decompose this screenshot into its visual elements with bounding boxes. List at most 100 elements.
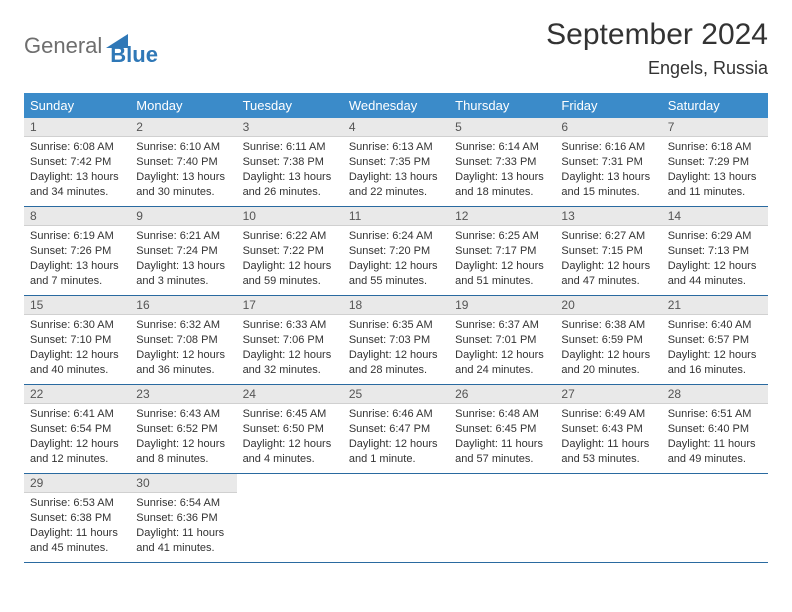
day-day2: and 59 minutes. — [243, 274, 337, 289]
day-day1: Daylight: 11 hours — [136, 526, 230, 541]
day-sunrise: Sunrise: 6:24 AM — [349, 229, 443, 244]
day-details: Sunrise: 6:54 AMSunset: 6:36 PMDaylight:… — [130, 493, 236, 559]
day-sunset: Sunset: 7:24 PM — [136, 244, 230, 259]
calendar-cell: 5Sunrise: 6:14 AMSunset: 7:33 PMDaylight… — [449, 118, 555, 207]
title-block: September 2024 Engels, Russia — [546, 18, 768, 79]
day-day1: Daylight: 11 hours — [455, 437, 549, 452]
header-row: General Blue September 2024 Engels, Russ… — [24, 18, 768, 79]
day-number: 6 — [555, 118, 661, 137]
day-sunset: Sunset: 6:43 PM — [561, 422, 655, 437]
weekday-header: Thursday — [449, 93, 555, 118]
day-day1: Daylight: 13 hours — [30, 259, 124, 274]
day-sunset: Sunset: 6:54 PM — [30, 422, 124, 437]
day-details: Sunrise: 6:51 AMSunset: 6:40 PMDaylight:… — [662, 404, 768, 470]
day-sunrise: Sunrise: 6:11 AM — [243, 140, 337, 155]
calendar-cell: 1Sunrise: 6:08 AMSunset: 7:42 PMDaylight… — [24, 118, 130, 207]
calendar-cell: 23Sunrise: 6:43 AMSunset: 6:52 PMDayligh… — [130, 385, 236, 474]
day-number: 23 — [130, 385, 236, 404]
day-details: Sunrise: 6:37 AMSunset: 7:01 PMDaylight:… — [449, 315, 555, 381]
day-sunrise: Sunrise: 6:43 AM — [136, 407, 230, 422]
calendar-cell: 29Sunrise: 6:53 AMSunset: 6:38 PMDayligh… — [24, 474, 130, 563]
day-day2: and 44 minutes. — [668, 274, 762, 289]
day-sunrise: Sunrise: 6:45 AM — [243, 407, 337, 422]
day-day1: Daylight: 11 hours — [561, 437, 655, 452]
day-day2: and 34 minutes. — [30, 185, 124, 200]
day-day1: Daylight: 13 hours — [243, 170, 337, 185]
day-number: 14 — [662, 207, 768, 226]
day-details: Sunrise: 6:43 AMSunset: 6:52 PMDaylight:… — [130, 404, 236, 470]
day-sunset: Sunset: 6:57 PM — [668, 333, 762, 348]
calendar-cell: 4Sunrise: 6:13 AMSunset: 7:35 PMDaylight… — [343, 118, 449, 207]
day-sunrise: Sunrise: 6:19 AM — [30, 229, 124, 244]
weekday-header: Friday — [555, 93, 661, 118]
day-sunrise: Sunrise: 6:54 AM — [136, 496, 230, 511]
day-day2: and 11 minutes. — [668, 185, 762, 200]
day-number: 7 — [662, 118, 768, 137]
weekday-header: Tuesday — [237, 93, 343, 118]
day-sunrise: Sunrise: 6:35 AM — [349, 318, 443, 333]
day-details: Sunrise: 6:29 AMSunset: 7:13 PMDaylight:… — [662, 226, 768, 292]
day-day2: and 30 minutes. — [136, 185, 230, 200]
day-day1: Daylight: 12 hours — [243, 348, 337, 363]
calendar-cell: 28Sunrise: 6:51 AMSunset: 6:40 PMDayligh… — [662, 385, 768, 474]
day-details: Sunrise: 6:24 AMSunset: 7:20 PMDaylight:… — [343, 226, 449, 292]
calendar-body: 1Sunrise: 6:08 AMSunset: 7:42 PMDaylight… — [24, 118, 768, 563]
day-number: 12 — [449, 207, 555, 226]
day-number: 25 — [343, 385, 449, 404]
day-sunset: Sunset: 7:22 PM — [243, 244, 337, 259]
calendar-table: Sunday Monday Tuesday Wednesday Thursday… — [24, 93, 768, 563]
day-sunset: Sunset: 7:42 PM — [30, 155, 124, 170]
calendar-cell: 21Sunrise: 6:40 AMSunset: 6:57 PMDayligh… — [662, 296, 768, 385]
day-sunset: Sunset: 7:26 PM — [30, 244, 124, 259]
day-day1: Daylight: 12 hours — [243, 437, 337, 452]
calendar-cell: 16Sunrise: 6:32 AMSunset: 7:08 PMDayligh… — [130, 296, 236, 385]
day-details: Sunrise: 6:18 AMSunset: 7:29 PMDaylight:… — [662, 137, 768, 203]
calendar-cell: 17Sunrise: 6:33 AMSunset: 7:06 PMDayligh… — [237, 296, 343, 385]
day-day2: and 12 minutes. — [30, 452, 124, 467]
calendar-cell: 8 Sunrise: 6:19 AMSunset: 7:26 PMDaylight… — [24, 207, 130, 296]
day-sunset: Sunset: 7:17 PM — [455, 244, 549, 259]
day-day2: and 3 minutes. — [136, 274, 230, 289]
day-sunset: Sunset: 7:33 PM — [455, 155, 549, 170]
day-details: Sunrise: 6:45 AMSunset: 6:50 PMDaylight:… — [237, 404, 343, 470]
day-sunset: Sunset: 7:01 PM — [455, 333, 549, 348]
day-day2: and 51 minutes. — [455, 274, 549, 289]
day-number: 8 — [24, 207, 130, 226]
day-sunset: Sunset: 7:40 PM — [136, 155, 230, 170]
day-day2: and 7 minutes. — [30, 274, 124, 289]
day-day2: and 49 minutes. — [668, 452, 762, 467]
day-sunrise: Sunrise: 6:51 AM — [668, 407, 762, 422]
day-details: Sunrise: 6:40 AMSunset: 6:57 PMDaylight:… — [662, 315, 768, 381]
day-day1: Daylight: 12 hours — [349, 259, 443, 274]
day-day1: Daylight: 12 hours — [136, 348, 230, 363]
day-day1: Daylight: 13 hours — [136, 170, 230, 185]
day-details: Sunrise: 6:38 AMSunset: 6:59 PMDaylight:… — [555, 315, 661, 381]
day-sunset: Sunset: 7:15 PM — [561, 244, 655, 259]
day-details: Sunrise: 6:53 AMSunset: 6:38 PMDaylight:… — [24, 493, 130, 559]
day-sunrise: Sunrise: 6:25 AM — [455, 229, 549, 244]
day-day1: Daylight: 12 hours — [455, 348, 549, 363]
day-number: 26 — [449, 385, 555, 404]
day-number: 21 — [662, 296, 768, 315]
day-day1: Daylight: 13 hours — [455, 170, 549, 185]
day-sunrise: Sunrise: 6:22 AM — [243, 229, 337, 244]
day-number: 27 — [555, 385, 661, 404]
calendar-page: General Blue September 2024 Engels, Russ… — [0, 0, 792, 563]
day-day1: Daylight: 12 hours — [668, 348, 762, 363]
day-sunrise: Sunrise: 6:27 AM — [561, 229, 655, 244]
day-day2: and 8 minutes. — [136, 452, 230, 467]
calendar-cell: 19Sunrise: 6:37 AMSunset: 7:01 PMDayligh… — [449, 296, 555, 385]
day-day1: Daylight: 12 hours — [30, 348, 124, 363]
day-day1: Daylight: 13 hours — [349, 170, 443, 185]
calendar-cell: 10Sunrise: 6:22 AMSunset: 7:22 PMDayligh… — [237, 207, 343, 296]
day-sunset: Sunset: 7:38 PM — [243, 155, 337, 170]
calendar-cell: 2Sunrise: 6:10 AMSunset: 7:40 PMDaylight… — [130, 118, 236, 207]
day-number: 30 — [130, 474, 236, 493]
day-sunset: Sunset: 6:50 PM — [243, 422, 337, 437]
day-day2: and 32 minutes. — [243, 363, 337, 378]
calendar-cell: 6Sunrise: 6:16 AMSunset: 7:31 PMDaylight… — [555, 118, 661, 207]
day-number: 29 — [24, 474, 130, 493]
calendar-cell: 7Sunrise: 6:18 AMSunset: 7:29 PMDaylight… — [662, 118, 768, 207]
day-sunset: Sunset: 7:13 PM — [668, 244, 762, 259]
calendar-cell: 18Sunrise: 6:35 AMSunset: 7:03 PMDayligh… — [343, 296, 449, 385]
